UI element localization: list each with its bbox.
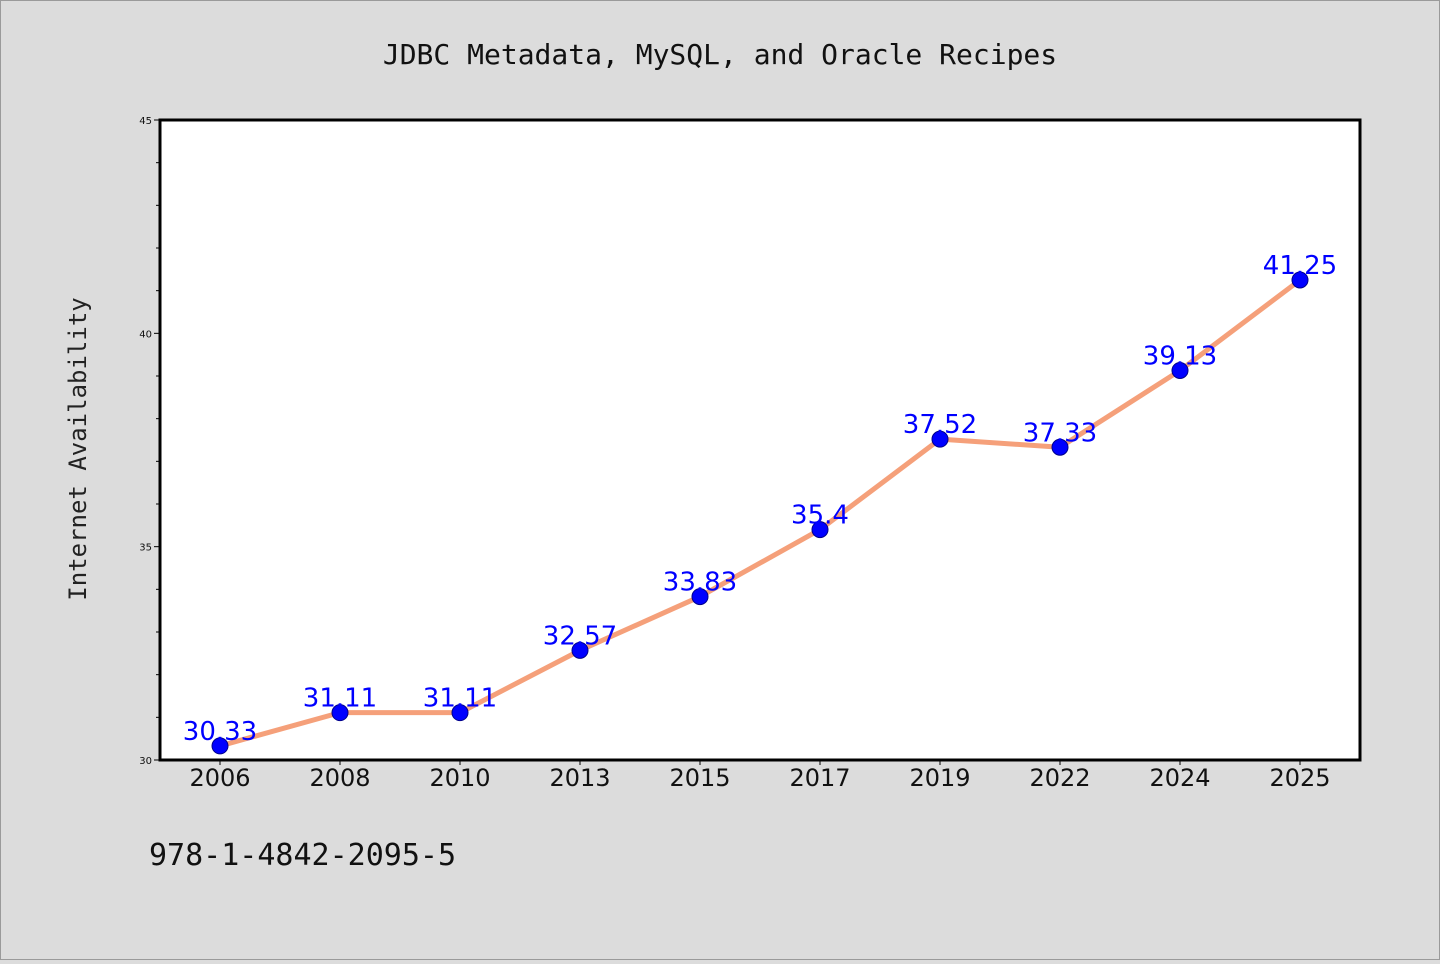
isbn-footer: 978-1-4842-2095-5 (149, 838, 456, 873)
y-axis-label: Internet Availability (64, 297, 92, 600)
data-label: 31.11 (303, 684, 377, 714)
y-axis: 30 35 40 45 (139, 116, 160, 767)
x-axis: 2006 2008 2010 2013 2015 2017 2019 2022 2024 2025 (189, 760, 1331, 792)
data-point (451, 704, 469, 722)
x-tick-label: 2010 (429, 764, 490, 792)
plot-area (158, 118, 1362, 762)
data-point (1291, 271, 1309, 289)
data-label: 41.25 (1263, 251, 1337, 281)
x-tick-label: 2017 (789, 764, 850, 792)
series-layer: 30.33 31.11 31.11 32.57 33.83 35.4 37.52 37.33 3… (183, 251, 1337, 755)
data-label: 33.83 (663, 568, 737, 598)
series-line (219, 278, 1302, 749)
y-tick-label: 30 (139, 756, 152, 767)
x-tick-label: 2013 (549, 764, 610, 792)
x-tick-label: 2006 (189, 764, 250, 792)
data-point (691, 588, 709, 606)
data-point (211, 737, 229, 755)
y-tick-label: 45 (139, 116, 152, 127)
data-point (811, 521, 829, 539)
x-tick-label: 2008 (309, 764, 370, 792)
data-label: 32.57 (543, 621, 617, 651)
data-point (931, 430, 949, 448)
data-point (1051, 438, 1069, 456)
data-label: 35.4 (791, 501, 849, 531)
y-tick-label: 40 (139, 329, 152, 340)
data-label: 31.11 (423, 684, 497, 714)
data-point (331, 704, 349, 722)
data-label: 30.33 (183, 717, 257, 747)
data-point (1171, 361, 1189, 379)
y-tick-label: 35 (139, 543, 152, 554)
data-label: 39.13 (1143, 341, 1217, 371)
x-tick-label: 2019 (909, 764, 970, 792)
x-tick-label: 2015 (669, 764, 730, 792)
data-label: 37.52 (903, 410, 977, 440)
data-label: 37.33 (1023, 418, 1097, 448)
x-tick-label: 2025 (1269, 764, 1330, 792)
x-tick-label: 2024 (1149, 764, 1210, 792)
data-point (571, 641, 589, 659)
chart-title: JDBC Metadata, MySQL, and Oracle Recipes (383, 38, 1057, 71)
x-tick-label: 2022 (1029, 764, 1090, 792)
